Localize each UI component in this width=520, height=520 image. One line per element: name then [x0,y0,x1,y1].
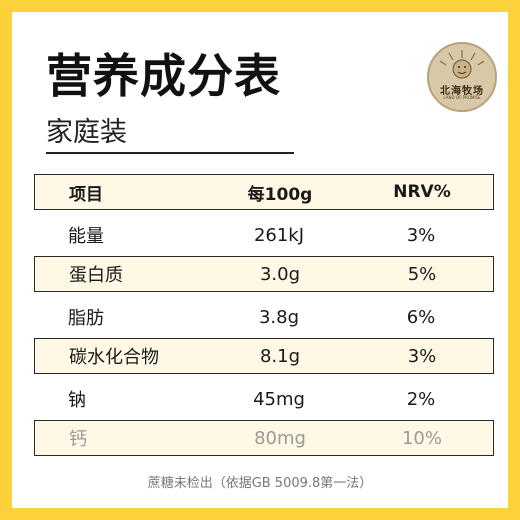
table-row: 碳水化合物 8.1g 3% [34,338,494,374]
package-subtitle: 家庭装 [46,117,127,148]
row-nrv: 3% [406,224,436,246]
row-nrv: 6% [406,306,436,328]
row-nrv: 5% [407,263,437,285]
page-title: 营养成分表 [46,49,281,103]
logo-text: 北海牧场 [440,86,484,97]
row-item: 能量 [68,226,104,247]
row-item: 钙 [69,429,87,450]
row-item: 碳水化合物 [69,347,159,368]
table-header: 项目 每100g NRV% [34,174,494,210]
row-nrv: 10% [401,427,442,449]
brand-logo: 北海牧场 LAND OF PROMISE [427,42,497,112]
table-row: 能量 261kJ 3% [34,217,494,253]
footnote: 蔗糖未检出（依据GB 5009.8第一法） [147,476,373,491]
row-item: 脂肪 [68,308,104,329]
row-nrv: 2% [406,388,436,410]
sun-face-icon [439,50,485,79]
title-divider [46,152,294,154]
table-row: 脂肪 3.8g 6% [34,299,494,335]
row-per100g: 8.1g [259,345,301,367]
row-item: 钠 [68,390,86,411]
table-row: 钙 80mg 10% [34,420,494,456]
row-nrv: 3% [407,345,437,367]
row-per100g: 3.8g [258,306,300,328]
row-per100g: 80mg [254,427,306,449]
row-per100g: 261kJ [253,224,305,246]
header-per100g: 每100g [247,184,313,205]
table-row: 钠 45mg 2% [34,381,494,417]
header-item: 项目 [69,184,103,205]
logo-subtext: LAND OF PROMISE [443,95,481,100]
row-per100g: 45mg [253,388,305,410]
header-nrv: NRV% [393,182,451,202]
table-row: 蛋白质 3.0g 5% [34,256,494,292]
row-item: 蛋白质 [69,265,123,286]
row-per100g: 3.0g [259,263,301,285]
